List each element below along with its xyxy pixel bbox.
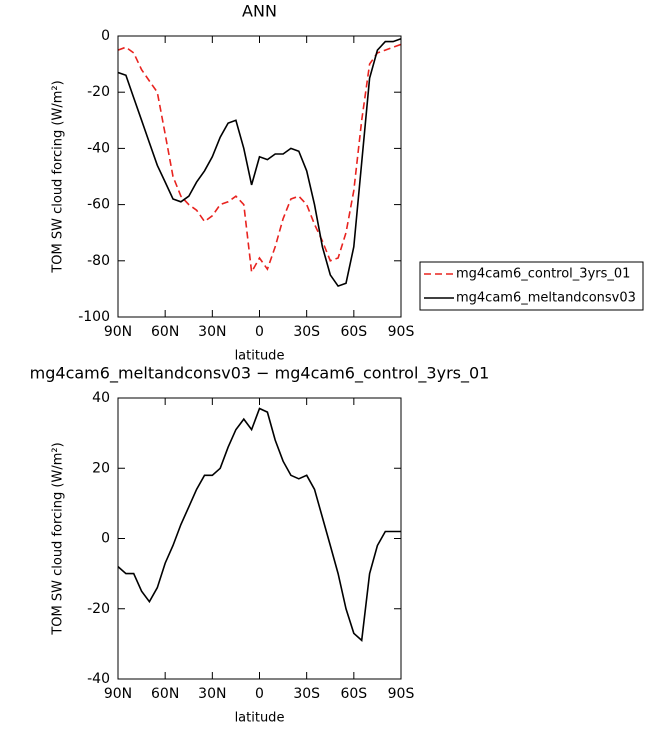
- y-tick-label: -40: [87, 671, 110, 687]
- data-line: [117, 43, 402, 275]
- x-tick-label: 60N: [151, 324, 179, 340]
- y-axis-label: TOM SW cloud forcing (W/m²): [51, 442, 66, 635]
- x-tick-label: 60S: [340, 324, 367, 340]
- y-tick-label: -80: [87, 253, 110, 269]
- y-tick-label: -20: [87, 601, 110, 617]
- x-tick-label: 90S: [388, 324, 415, 340]
- y-tick-label: -60: [87, 197, 110, 213]
- x-tick-label: 30N: [198, 324, 226, 340]
- chart-title: ANN: [242, 2, 277, 21]
- plot-frame: [117, 397, 402, 680]
- x-tick-label: 90N: [104, 686, 132, 702]
- x-axis-label: latitude: [235, 349, 285, 364]
- y-tick-label: 0: [101, 28, 110, 44]
- x-tick-label: 60N: [151, 686, 179, 702]
- x-tick-label: 30S: [293, 324, 320, 340]
- legend-label: mg4cam6_control_3yrs_01: [456, 267, 630, 282]
- x-tick-label: 0: [255, 686, 264, 702]
- y-tick-label: 0: [101, 531, 110, 547]
- chart-title: mg4cam6_meltandconsv03 − mg4cam6_control…: [30, 364, 490, 384]
- x-tick-label: 30S: [293, 686, 320, 702]
- y-tick-label: -100: [78, 309, 110, 325]
- y-axis-label: TOM SW cloud forcing (W/m²): [51, 80, 66, 273]
- y-tick-label: 20: [92, 460, 110, 476]
- y-tick-label: -40: [87, 140, 110, 156]
- data-line: [117, 38, 402, 288]
- x-axis-label: latitude: [235, 711, 285, 726]
- x-tick-label: 90S: [388, 686, 415, 702]
- y-tick-label: 40: [92, 390, 110, 406]
- plot-frame: [117, 35, 402, 318]
- x-tick-label: 90N: [104, 324, 132, 340]
- y-tick-label: -20: [87, 84, 110, 100]
- x-tick-label: 60S: [340, 686, 367, 702]
- legend-label: mg4cam6_meltandconsv03: [456, 291, 636, 306]
- legend-box: [419, 261, 644, 311]
- x-tick-label: 30N: [198, 686, 226, 702]
- x-tick-label: 0: [255, 324, 264, 340]
- data-line: [117, 407, 401, 643]
